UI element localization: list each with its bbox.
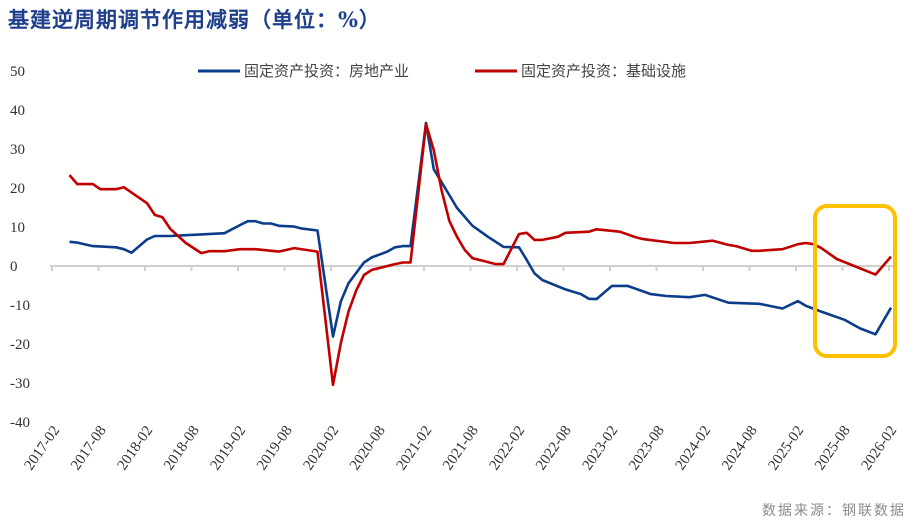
y-tick-label: 0 <box>10 259 18 275</box>
y-tick-label: -30 <box>10 376 30 392</box>
x-tick-label: 2022-02 <box>486 423 528 473</box>
legend-label: 固定资产投资：房地产业 <box>244 62 409 80</box>
x-tick-label: 2023-02 <box>579 423 621 473</box>
x-tick-label: 2022-08 <box>533 423 575 473</box>
x-tick-label: 2018-08 <box>161 423 203 473</box>
legend-label: 固定资产投资：基础设施 <box>521 62 686 80</box>
x-tick-label: 2025-02 <box>765 423 807 473</box>
y-tick-label: -40 <box>10 415 30 431</box>
y-tick-label: 40 <box>10 103 25 119</box>
x-tick-label: 2025-08 <box>812 423 854 473</box>
y-tick-label: 20 <box>10 181 25 197</box>
series-line-real-estate <box>69 121 893 338</box>
x-tick-label: 2017-08 <box>68 423 110 473</box>
highlight-box <box>813 204 897 358</box>
x-tick-label: 2020-02 <box>300 423 342 473</box>
y-tick-label: 50 <box>10 64 25 80</box>
y-tick-label: 10 <box>10 220 25 236</box>
x-tick-label: 2019-08 <box>254 423 296 473</box>
x-tick-label: 2021-02 <box>393 423 435 473</box>
x-tick-label: 2018-02 <box>114 423 156 473</box>
y-tick-label: -20 <box>10 337 30 353</box>
y-tick-label: -10 <box>10 298 30 314</box>
x-tick-label: 2024-08 <box>719 423 761 473</box>
x-tick-label: 2026-02 <box>858 423 900 473</box>
y-tick-label: 30 <box>10 142 25 158</box>
x-tick-label: 2024-02 <box>672 423 714 473</box>
x-tick-label: 2020-08 <box>347 423 389 473</box>
chart-title: 基建逆周期调节作用减弱（单位：%） <box>8 7 381 32</box>
x-tick-label: 2021-08 <box>440 423 482 473</box>
series-line-infrastructure <box>68 122 892 387</box>
x-tick-label: 2019-02 <box>207 423 249 473</box>
x-tick-label: 2023-08 <box>626 423 668 473</box>
data-source-note: 数据来源：钢联数据 <box>762 503 906 519</box>
